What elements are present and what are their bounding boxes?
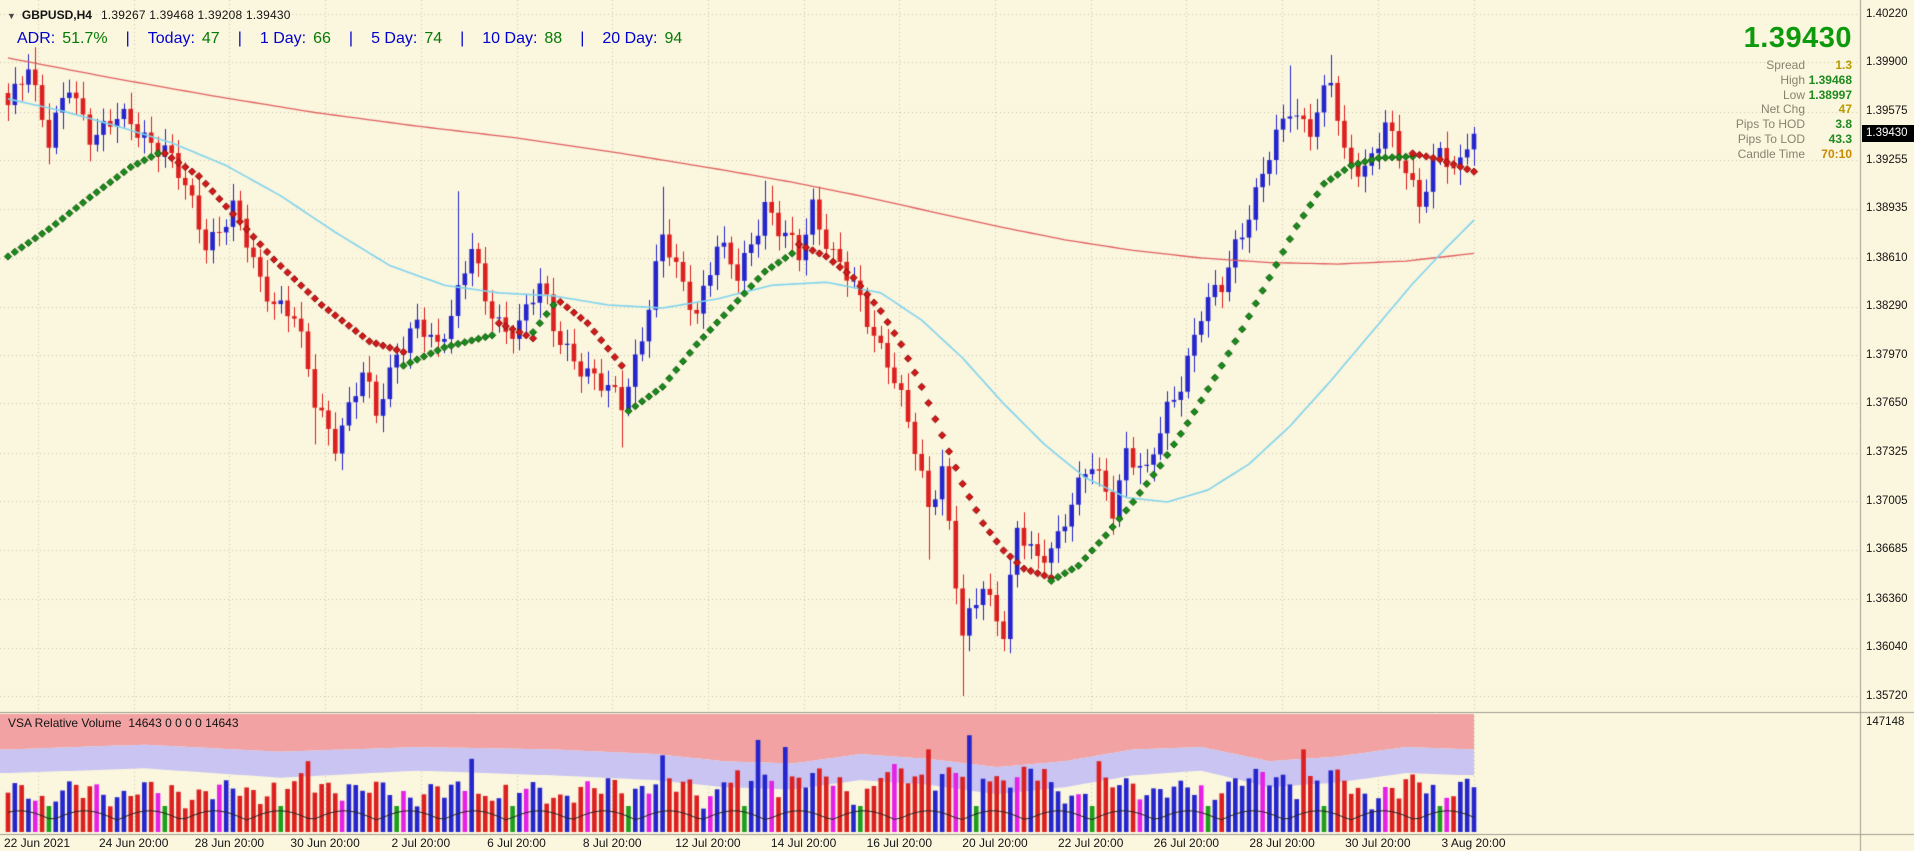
time-axis-label: 16 Jul 20:00: [866, 836, 932, 850]
time-axis-label: 30 Jun 20:00: [290, 836, 360, 850]
info-row-pips-to-lod: Pips To LOD 43.3: [1736, 132, 1852, 147]
adr-metric-value: 51.7%: [62, 30, 108, 47]
price-axis-tick: 1.39575: [1866, 105, 1908, 118]
price-axis-tick: 1.37005: [1866, 494, 1908, 507]
time-axis-label: 3 Aug 20:00: [1441, 836, 1506, 850]
info-row-spread: Spread 1.3: [1736, 58, 1852, 73]
time-axis-label: 20 Jul 20:00: [962, 836, 1028, 850]
volume-scale-label: 147148: [1866, 716, 1905, 728]
chart-title-bar: ▼ GBPUSD,H4 1.39267 1.39468 1.39208 1.3943…: [7, 8, 291, 22]
price-axis-tick: 1.38290: [1866, 300, 1908, 312]
price-axis-tick: 1.36040: [1866, 641, 1908, 653]
info-row-value: 47: [1838, 102, 1852, 117]
time-axis-label: 22 Jul 20:00: [1057, 836, 1124, 850]
chart-ohlc-values: 1.39267 1.39468 1.39208 1.39430: [100, 8, 291, 22]
adr-metric-label: ADR:: [17, 30, 56, 47]
price-axis[interactable]: 1.39430 147148 1.40220 1.39900 1.39575 1.39…: [1862, 0, 1914, 851]
info-row-label: Spread: [1766, 58, 1805, 72]
chart-symbol-label: GBPUSD,H4: [21, 8, 92, 22]
price-axis-tick: 1.38935: [1866, 202, 1908, 215]
info-row-label: High: [1780, 72, 1805, 87]
price-axis-tick: 1.36685: [1866, 543, 1908, 556]
adr-metric-label: 20 Day:: [602, 30, 658, 47]
info-row-high: High 1.39468: [1736, 73, 1852, 88]
adr-metric-label: Today:: [147, 30, 195, 47]
info-row-value: 70:10: [1821, 146, 1852, 161]
info-row-label: Low: [1782, 87, 1805, 102]
time-axis-label: 28 Jun 20:00: [194, 836, 265, 850]
current-price-tag: 1.39430: [1862, 125, 1914, 143]
volume-indicator-values: 14643 0 0 0 0 14643: [128, 716, 239, 730]
price-axis-tick: 1.38610: [1866, 251, 1908, 264]
adr-separator: |: [580, 30, 585, 47]
info-row-label: Pips To LOD: [1737, 131, 1805, 146]
price-axis-tick: 1.37325: [1866, 446, 1908, 459]
current-price-display: 1.39430: [1743, 22, 1852, 54]
time-axis-label: 8 Jul 20:00: [582, 836, 642, 850]
time-axis-label: 12 Jul 20:00: [675, 836, 741, 850]
adr-metric-value: 47: [201, 30, 220, 47]
price-axis-tick: 1.40220: [1866, 7, 1908, 20]
time-axis-label: 6 Jul 20:00: [487, 836, 546, 850]
volume-indicator-name: VSA Relative Volume: [8, 716, 122, 730]
adr-metric-value: 66: [313, 30, 331, 47]
info-row-value: 1.3: [1835, 58, 1852, 72]
time-axis[interactable]: 22 Jun 2021 24 Jun 20:00 28 Jun 20:00 30 Ju…: [0, 836, 1862, 851]
price-axis-tick: 1.35720: [1866, 689, 1908, 702]
time-axis-label: 14 Jul 20:00: [770, 836, 837, 850]
chart-menu-arrow-icon[interactable]: ▼: [7, 11, 16, 21]
price-axis-tick: 1.37650: [1866, 396, 1908, 409]
info-row-label: Net Chg: [1760, 102, 1805, 117]
adr-separator: |: [348, 30, 354, 47]
info-row-value: 3.8: [1835, 117, 1852, 132]
info-row-value: 43.3: [1828, 131, 1852, 146]
info-row-candle-time: Candle Time 70:10: [1736, 147, 1852, 162]
price-axis-tick: 1.36360: [1866, 592, 1908, 605]
time-axis-label: 24 Jun 20:00: [98, 836, 169, 850]
adr-metric-value: 74: [424, 30, 443, 47]
price-axis-tick: 1.39900: [1866, 55, 1908, 68]
time-axis-label: 30 Jul 20:00: [1345, 836, 1411, 850]
info-row-label: Pips To HOD: [1735, 117, 1805, 132]
info-row-net-chg: Net Chg 47: [1736, 102, 1852, 117]
price-axis-tick: 1.39255: [1866, 153, 1908, 166]
info-row-low: Low 1.38997: [1736, 88, 1852, 103]
time-axis-label: 28 Jul 20:00: [1249, 836, 1315, 850]
info-row-value: 1.39468: [1808, 72, 1852, 87]
adr-separator: |: [237, 30, 242, 47]
adr-separator: |: [460, 30, 465, 47]
time-axis-label: 26 Jul 20:00: [1153, 836, 1220, 850]
adr-indicator-bar: ADR: 51.7% | Today: 47 | 1 Day: 66 | 5 Day: 74 | 10 …: [17, 30, 682, 48]
volume-indicator-title: VSA Relative Volume 14643 0 0 0 0 14643: [8, 716, 239, 730]
time-axis-label: 22 Jun 2021: [4, 836, 71, 850]
adr-metric-label: 10 Day:: [482, 30, 538, 47]
adr-metric-label: 5 Day:: [371, 30, 418, 47]
adr-metric-label: 1 Day:: [259, 30, 307, 47]
price-axis-tick: 1.37970: [1866, 348, 1908, 361]
time-axis-label: 2 Jul 20:00: [391, 836, 451, 850]
adr-separator: |: [125, 30, 130, 47]
market-info-panel: Spread 1.3 High 1.39468 Low 1.38997 Net Chg 47 P…: [1736, 58, 1852, 162]
info-row-value: 1.38997: [1808, 87, 1852, 102]
info-row-label: Candle Time: [1737, 146, 1805, 161]
info-row-pips-to-hod: Pips To HOD 3.8: [1736, 117, 1852, 132]
adr-metric-value: 88: [544, 30, 563, 47]
adr-metric-value: 94: [664, 30, 683, 47]
